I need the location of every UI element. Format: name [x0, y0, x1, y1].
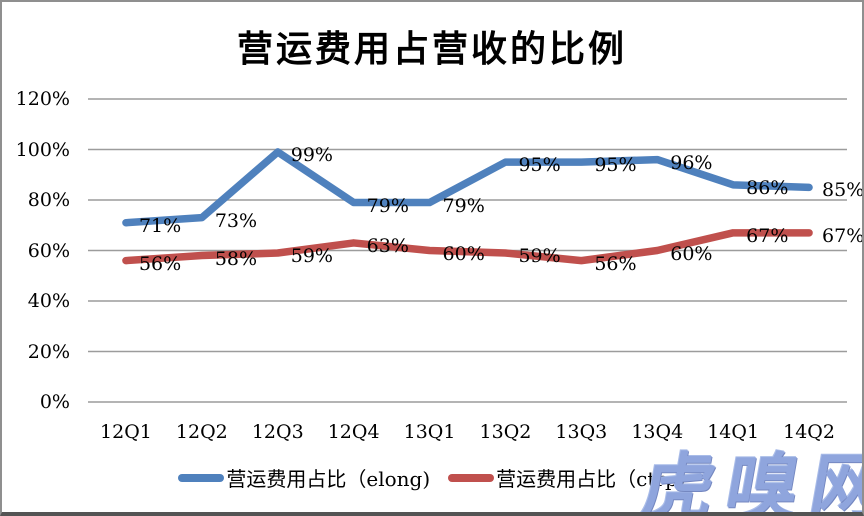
data-label: 95%	[518, 154, 561, 177]
y-tick-label: 120%	[15, 88, 70, 110]
data-label: 67%	[822, 224, 864, 247]
y-tick-label: 80%	[27, 189, 70, 211]
data-label: 59%	[290, 245, 333, 268]
x-tick-label: 12Q2	[175, 421, 228, 443]
legend-item-elong: 营运费用占比（elong)	[178, 463, 430, 492]
legend-item-ctrp: 营运费用占比（ctrp)	[448, 463, 686, 492]
data-label: 58%	[214, 247, 258, 270]
x-tick-label: 12Q3	[251, 421, 304, 443]
x-tick-label: 14Q2	[783, 421, 835, 443]
data-label: 85%	[822, 179, 864, 202]
legend: 营运费用占比（elong) 营运费用占比（ctrp)	[2, 463, 862, 492]
x-tick-label: 13Q1	[403, 421, 456, 443]
x-tick-label: 13Q4	[631, 421, 684, 443]
legend-label-elong: 营运费用占比（elong)	[226, 467, 431, 491]
y-tick-label: 0%	[39, 391, 70, 413]
data-label: 79%	[366, 194, 409, 217]
series-line-1	[122, 229, 813, 265]
data-label: 67%	[746, 224, 789, 247]
legend-swatch-ctrp	[448, 473, 495, 482]
data-label: 73%	[214, 209, 258, 232]
y-tick-label: 100%	[15, 138, 70, 161]
data-label: 56%	[594, 252, 637, 275]
legend-label-ctrp: 营运费用占比（ctrp)	[496, 467, 686, 491]
data-label: 60%	[670, 242, 713, 265]
y-tick-label: 20%	[27, 340, 70, 363]
legend-swatch-elong	[178, 473, 225, 482]
x-tick-label: 12Q1	[100, 421, 152, 443]
x-tick-label: 13Q2	[479, 421, 532, 443]
data-label: 60%	[442, 242, 485, 265]
data-label: 71%	[138, 214, 182, 237]
chart-title: 营运费用占营收的比例	[236, 28, 627, 70]
data-label: 95%	[594, 154, 637, 177]
y-tick-label: 60%	[27, 239, 70, 262]
x-tick-label: 14Q1	[707, 421, 760, 443]
data-label: 63%	[366, 234, 409, 257]
x-tick-label: 12Q4	[327, 421, 380, 443]
data-label: 56%	[138, 252, 182, 275]
data-label: 99%	[290, 144, 333, 167]
y-tick-label: 40%	[27, 290, 70, 312]
data-label: 59%	[518, 245, 561, 268]
data-label: 96%	[670, 151, 713, 174]
data-label: 86%	[746, 176, 789, 199]
x-tick-label: 13Q3	[555, 421, 608, 443]
data-label: 79%	[442, 194, 485, 217]
series-line-0	[122, 148, 813, 227]
